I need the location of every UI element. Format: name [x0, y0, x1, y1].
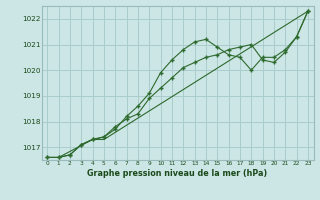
X-axis label: Graphe pression niveau de la mer (hPa): Graphe pression niveau de la mer (hPa) — [87, 169, 268, 178]
